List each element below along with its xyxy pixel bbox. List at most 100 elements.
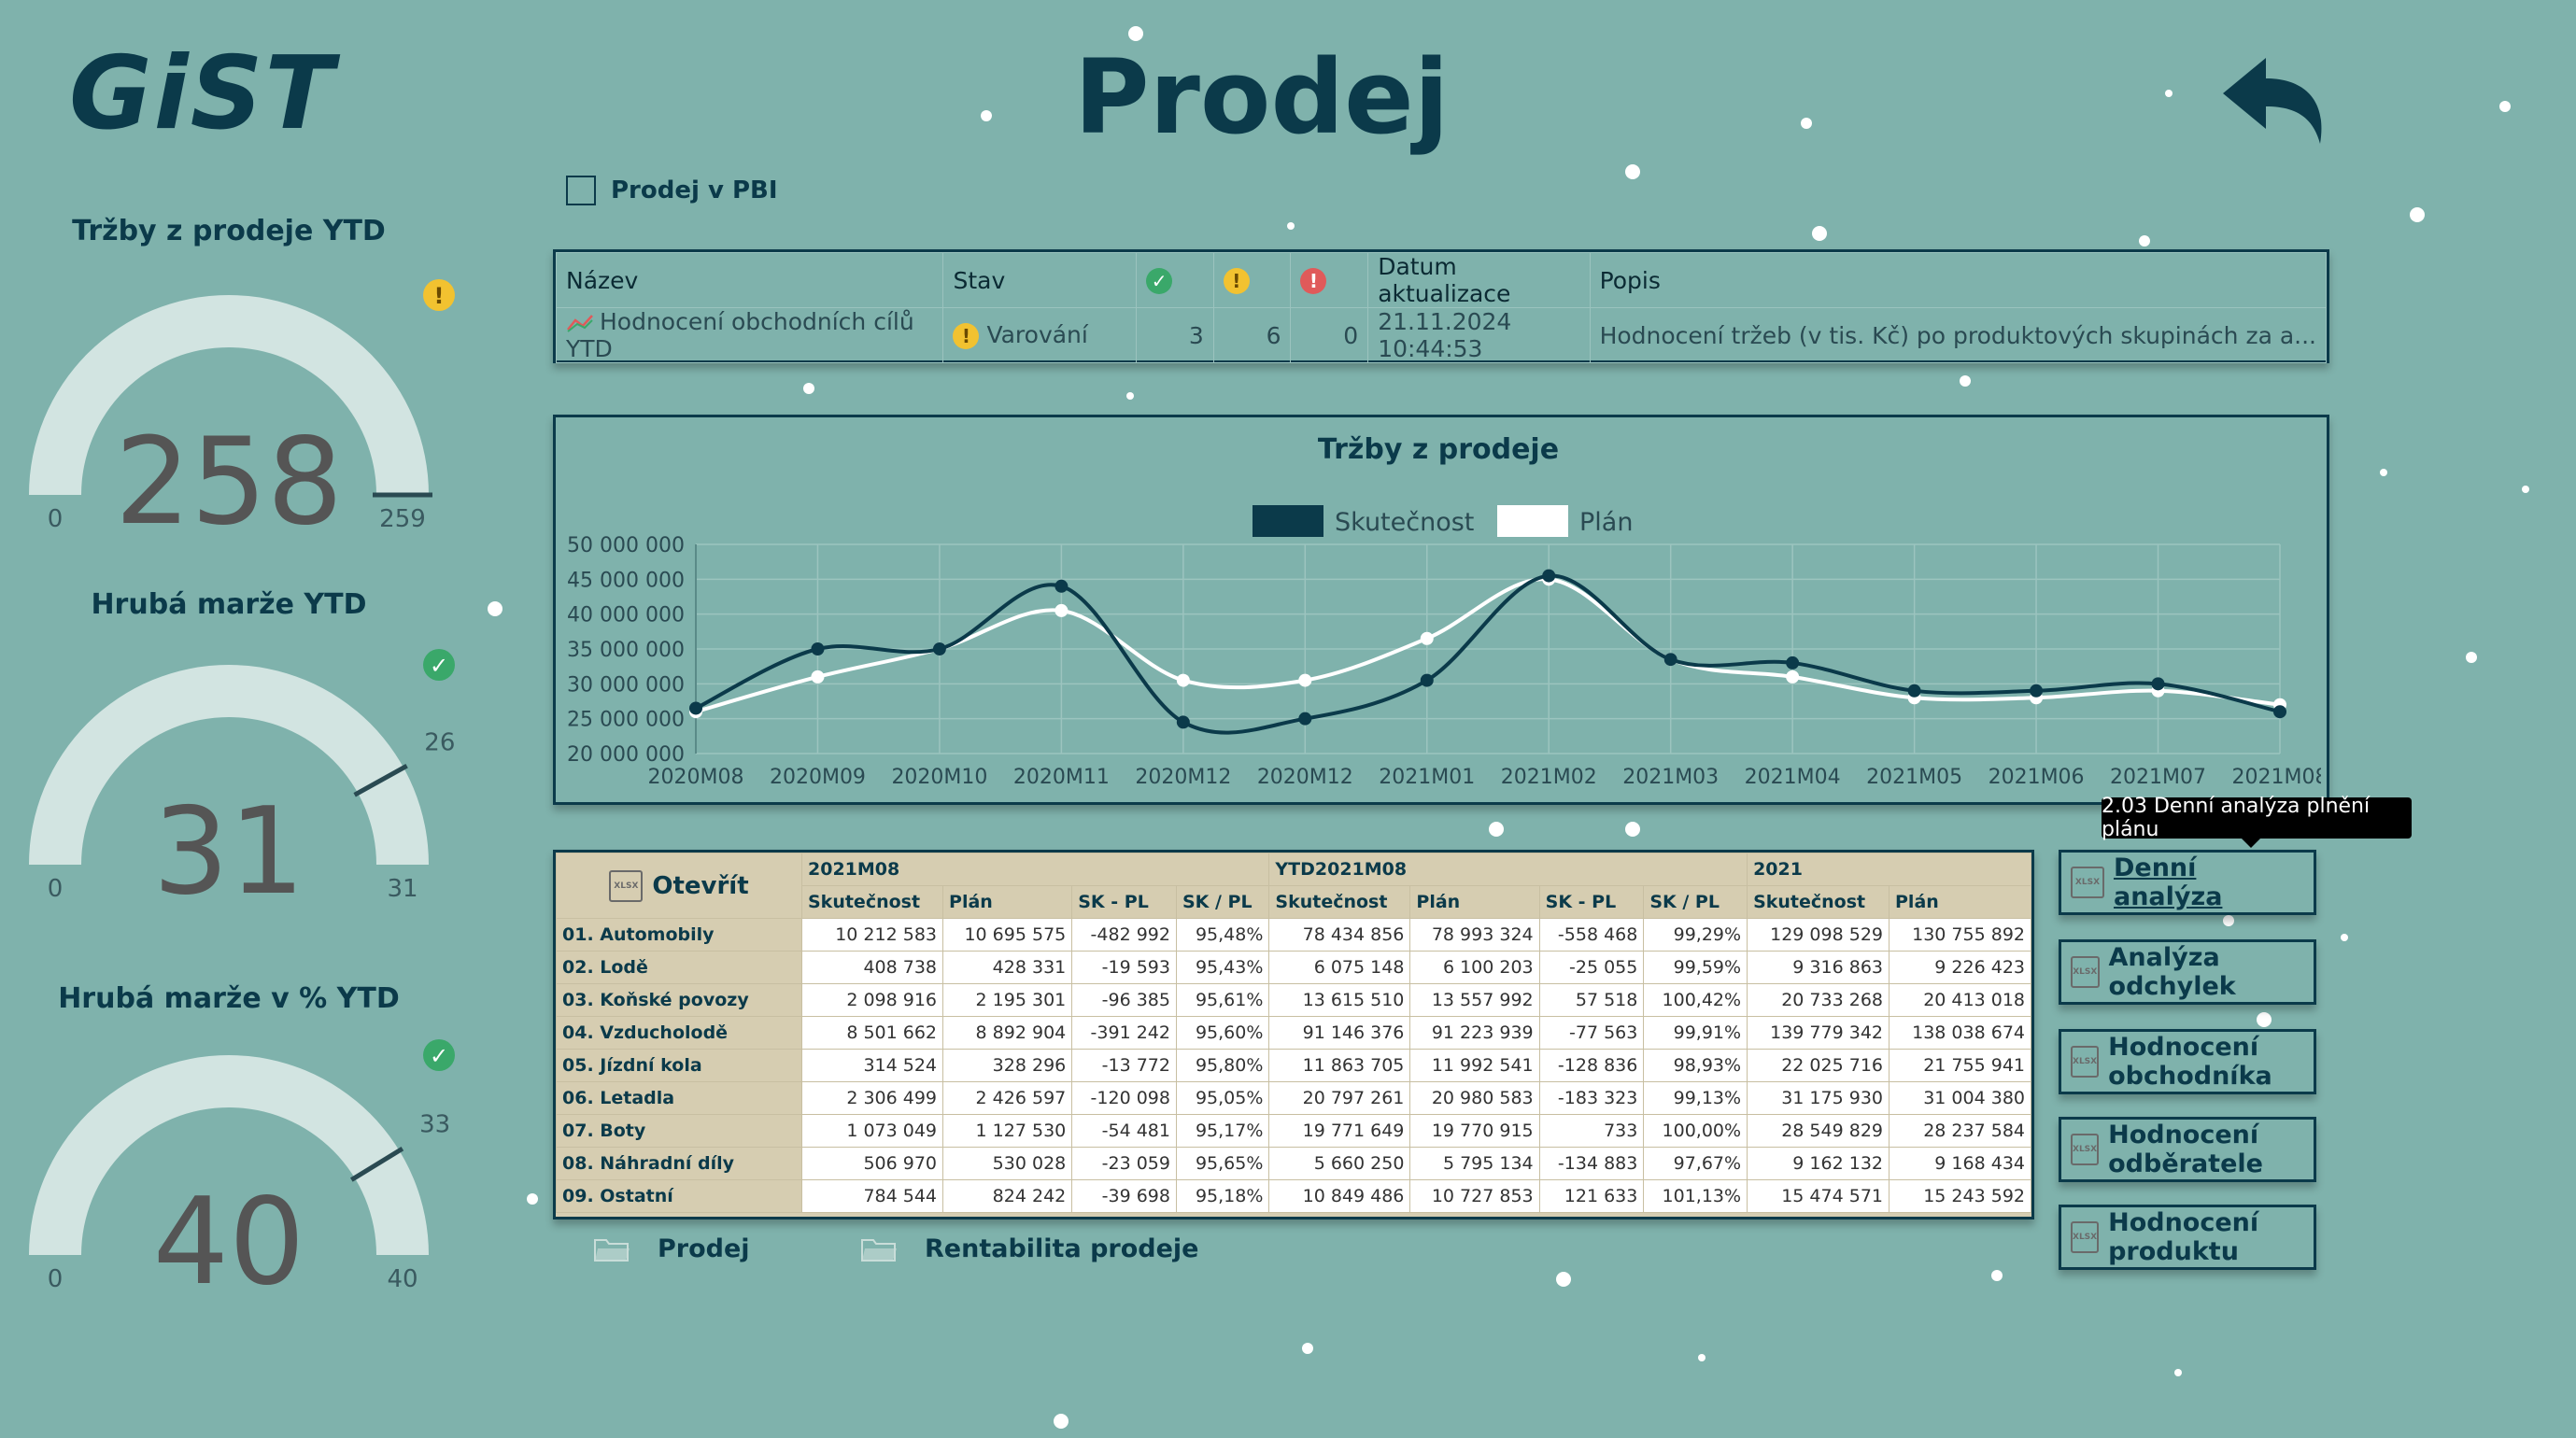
- table-cell[interactable]: 314 524: [800, 1049, 944, 1082]
- table-cell[interactable]: -39 698: [1071, 1179, 1177, 1213]
- table-cell[interactable]: 99,91%: [1643, 1016, 1748, 1050]
- table-cell[interactable]: 506 970: [800, 1147, 944, 1180]
- table-cell[interactable]: 1 073 049: [800, 1114, 944, 1148]
- table-cell[interactable]: 824 242: [942, 1179, 1073, 1213]
- column-header[interactable]: Plán: [1889, 885, 2031, 919]
- table-cell[interactable]: 10 727 853: [1409, 1179, 1540, 1213]
- table-cell[interactable]: -19 593: [1071, 951, 1177, 984]
- table-cell[interactable]: 121 633: [1538, 1179, 1645, 1213]
- side-button-4[interactable]: XLSX Hodnocení odběratele: [2059, 1117, 2316, 1182]
- table-cell[interactable]: 130 755 892: [1889, 918, 2031, 952]
- table-cell[interactable]: 2 306 499: [800, 1081, 944, 1115]
- folder-link-prodej[interactable]: Prodej: [594, 1234, 750, 1263]
- table-cell[interactable]: 95,80%: [1175, 1049, 1270, 1082]
- side-button-3[interactable]: XLSX Hodnocení obchodníka: [2059, 1029, 2316, 1094]
- table-cell[interactable]: 95,65%: [1175, 1147, 1270, 1180]
- table-cell[interactable]: 91 223 939: [1409, 1016, 1540, 1050]
- table-cell[interactable]: 22 025 716: [1747, 1049, 1890, 1082]
- column-header[interactable]: SK - PL: [1538, 885, 1645, 919]
- table-cell[interactable]: -23 059: [1071, 1147, 1177, 1180]
- table-cell[interactable]: 95,61%: [1175, 983, 1270, 1017]
- table-cell[interactable]: -120 098: [1071, 1081, 1177, 1115]
- column-header[interactable]: SK / PL: [1643, 885, 1748, 919]
- table-cell[interactable]: 91 146 376: [1268, 1016, 1411, 1050]
- table-cell[interactable]: 95,05%: [1175, 1081, 1270, 1115]
- table-cell[interactable]: -482 992: [1071, 918, 1177, 952]
- table-cell[interactable]: 2 426 597: [942, 1081, 1073, 1115]
- table-cell[interactable]: 20 797 261: [1268, 1081, 1411, 1115]
- table-cell[interactable]: 78 993 324: [1409, 918, 1540, 952]
- open-button[interactable]: XLSX Otevřít: [562, 869, 796, 902]
- table-cell[interactable]: 6 100 203: [1409, 951, 1540, 984]
- table-row[interactable]: 02. Lodě 408 738 428 331 -19 593 95,43% 6 075…: [556, 951, 2031, 984]
- status-row[interactable]: Hodnocení obchodních cílů YTD ! Varování…: [555, 307, 2328, 363]
- table-cell[interactable]: 15 474 571: [1747, 1179, 1890, 1213]
- table-cell[interactable]: 5 660 250: [1268, 1147, 1411, 1180]
- table-cell[interactable]: 10 849 486: [1268, 1179, 1411, 1213]
- col-header-name[interactable]: Název: [555, 252, 944, 308]
- table-cell[interactable]: -128 836: [1538, 1049, 1645, 1082]
- table-cell[interactable]: 19 771 649: [1268, 1114, 1411, 1148]
- open-button-cell[interactable]: XLSX Otevřít: [556, 853, 802, 919]
- table-cell[interactable]: 139 779 342: [1747, 1016, 1890, 1050]
- side-button-2[interactable]: XLSX Analýza odchylek: [2059, 939, 2316, 1005]
- column-header[interactable]: SK / PL: [1175, 885, 1270, 919]
- table-cell[interactable]: 2 195 301: [942, 983, 1073, 1017]
- table-cell[interactable]: 19 770 915: [1409, 1114, 1540, 1148]
- table-cell[interactable]: -25 055: [1538, 951, 1645, 984]
- side-button-1[interactable]: XLSX Denní analýza: [2059, 850, 2316, 915]
- table-row[interactable]: 04. Vzducholodě 8 501 662 8 892 904 -391 24…: [556, 1016, 2031, 1050]
- table-cell[interactable]: 2 098 916: [800, 983, 944, 1017]
- table-row[interactable]: 06. Letadla 2 306 499 2 426 597 -120 098 95,…: [556, 1081, 2031, 1115]
- table-row[interactable]: 05. Jízdní kola 314 524 328 296 -13 772 95,8…: [556, 1049, 2031, 1082]
- table-cell[interactable]: 95,60%: [1175, 1016, 1270, 1050]
- table-cell[interactable]: 98,93%: [1643, 1049, 1748, 1082]
- side-button-5[interactable]: XLSX Hodnocení produktu: [2059, 1205, 2316, 1270]
- col-header-ok[interactable]: ✓: [1136, 252, 1214, 308]
- table-cell[interactable]: 9 168 434: [1889, 1147, 2031, 1180]
- table-cell[interactable]: 57 518: [1538, 983, 1645, 1017]
- table-cell[interactable]: 95,18%: [1175, 1179, 1270, 1213]
- table-cell[interactable]: 31 175 930: [1747, 1081, 1890, 1115]
- table-row[interactable]: 09. Ostatní 784 544 824 242 -39 698 95,18% 10…: [556, 1179, 2031, 1213]
- col-header-desc[interactable]: Popis: [1589, 252, 2328, 308]
- table-cell[interactable]: -134 883: [1538, 1147, 1645, 1180]
- table-row[interactable]: 08. Náhradní díly 506 970 530 028 -23 059 95…: [556, 1147, 2031, 1180]
- table-cell[interactable]: 15 243 592: [1889, 1179, 2031, 1213]
- table-cell[interactable]: 8 892 904: [942, 1016, 1073, 1050]
- table-cell[interactable]: -13 772: [1071, 1049, 1177, 1082]
- column-header[interactable]: Plán: [942, 885, 1073, 919]
- column-header[interactable]: Skutečnost: [1268, 885, 1411, 919]
- col-header-warn[interactable]: !: [1212, 252, 1292, 308]
- table-cell[interactable]: -391 242: [1071, 1016, 1177, 1050]
- table-cell[interactable]: 530 028: [942, 1147, 1073, 1180]
- status-name-cell[interactable]: Hodnocení obchodních cílů YTD: [555, 307, 944, 363]
- table-cell[interactable]: 11 992 541: [1409, 1049, 1540, 1082]
- table-row[interactable]: 07. Boty 1 073 049 1 127 530 -54 481 95,17% 1…: [556, 1114, 2031, 1148]
- table-cell[interactable]: -183 323: [1538, 1081, 1645, 1115]
- col-header-state[interactable]: Stav: [942, 252, 1138, 308]
- table-cell[interactable]: 784 544: [800, 1179, 944, 1213]
- table-row[interactable]: 01. Automobily 10 212 583 10 695 575 -482 9…: [556, 918, 2031, 952]
- column-header[interactable]: SK - PL: [1071, 885, 1177, 919]
- table-cell[interactable]: 6 075 148: [1268, 951, 1411, 984]
- table-cell[interactable]: 78 434 856: [1268, 918, 1411, 952]
- table-cell[interactable]: 20 413 018: [1889, 983, 2031, 1017]
- table-cell[interactable]: -77 563: [1538, 1016, 1645, 1050]
- column-header[interactable]: Skutečnost: [800, 885, 944, 919]
- table-cell[interactable]: -558 468: [1538, 918, 1645, 952]
- back-arrow-icon[interactable]: [2223, 58, 2328, 144]
- table-cell[interactable]: 11 863 705: [1268, 1049, 1411, 1082]
- table-cell[interactable]: 28 549 829: [1747, 1114, 1890, 1148]
- table-cell[interactable]: 733: [1538, 1114, 1645, 1148]
- table-cell[interactable]: 8 501 662: [800, 1016, 944, 1050]
- table-cell[interactable]: 408 738: [800, 951, 944, 984]
- table-cell[interactable]: 101,13%: [1643, 1179, 1748, 1213]
- table-cell[interactable]: 99,13%: [1643, 1081, 1748, 1115]
- col-header-err[interactable]: !: [1290, 252, 1369, 308]
- table-cell[interactable]: 428 331: [942, 951, 1073, 984]
- table-cell[interactable]: 100,00%: [1643, 1114, 1748, 1148]
- table-cell[interactable]: 28 237 584: [1889, 1114, 2031, 1148]
- table-cell[interactable]: 20 980 583: [1409, 1081, 1540, 1115]
- table-cell[interactable]: 5 795 134: [1409, 1147, 1540, 1180]
